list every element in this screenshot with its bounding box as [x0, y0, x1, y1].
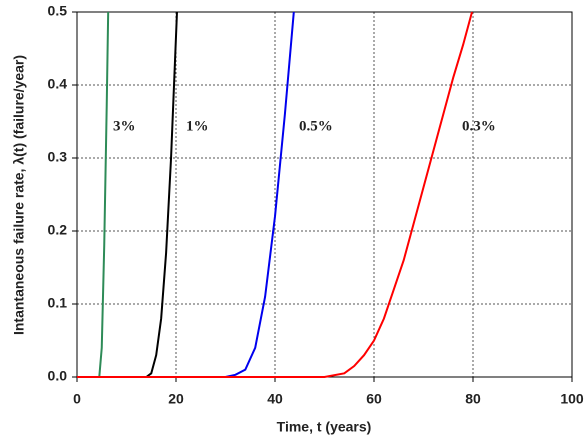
line [77, 11, 295, 378]
x-tick-label: 60 [366, 391, 382, 407]
x-tick-label: 100 [560, 391, 584, 407]
y-tick-label: 0.3 [48, 149, 68, 165]
line [77, 11, 473, 378]
x-tick-label: 0 [73, 391, 81, 407]
x-axis-label: Time, t (years) [277, 419, 372, 435]
y-tick-label: 0.4 [48, 76, 68, 92]
y-tick-label: 0.0 [48, 368, 68, 384]
x-tick-label: 80 [465, 391, 481, 407]
y-tick-label: 0.5 [48, 3, 68, 19]
x-tick-label: 20 [168, 391, 184, 407]
annotation: 3% [113, 118, 136, 134]
y-tick-label: 0.1 [48, 295, 68, 311]
y-axis-label: Intantaneous failure rate, λ(t) (failure… [11, 55, 27, 335]
x-tick-label: 40 [267, 391, 283, 407]
annotation: 0.3% [462, 118, 496, 134]
plot-frame [76, 11, 573, 378]
y-tick-label: 0.2 [48, 222, 68, 238]
annotation: 0.5% [299, 118, 333, 134]
line [77, 11, 110, 378]
line [77, 11, 178, 378]
annotation: 1% [186, 118, 209, 134]
